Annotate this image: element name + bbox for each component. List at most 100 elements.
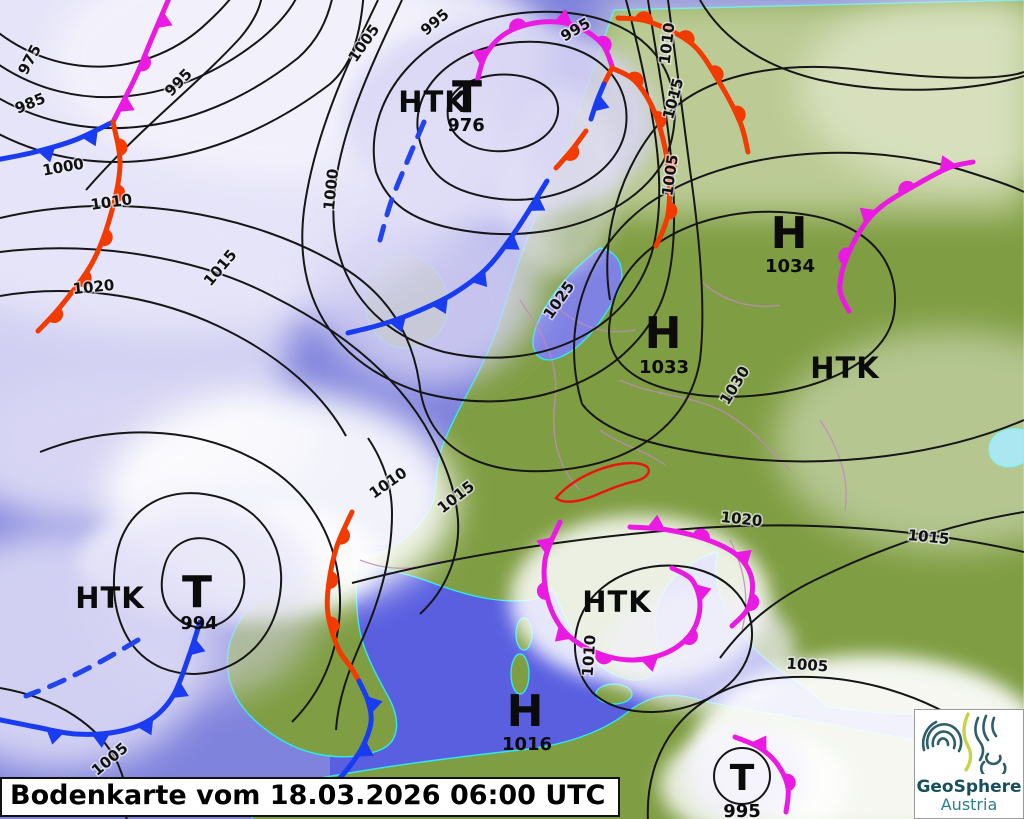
warm-front-semicircle (77, 270, 92, 288)
occluded-front-triangle (939, 155, 957, 172)
isobar-line (573, 151, 1024, 405)
fronts (0, 0, 976, 815)
warm-front-semicircle (564, 145, 580, 161)
warm-front-semicircle (678, 30, 695, 45)
isobar-line (719, 511, 1024, 659)
cold-front-iberia (336, 678, 374, 782)
occluded-front-triangle (859, 207, 877, 224)
isobar-line (646, 675, 981, 819)
occluded-front-semicircle (747, 593, 760, 611)
isobar-line (573, 564, 753, 713)
isobar-line (0, 0, 365, 163)
map-title: Bodenkarte vom 18.03.2026 06:00 UTC (10, 780, 606, 811)
cold-front-northsea (345, 178, 550, 336)
cold-front-nw (0, 119, 116, 162)
cold-front-triangle (388, 316, 406, 333)
cold-front-triangle (593, 94, 610, 112)
warm-front-semicircle (667, 201, 678, 220)
occluded-front-adriatic (627, 524, 756, 629)
pressure-center-t: T (182, 567, 212, 618)
isobar-value-label: 1020 (720, 508, 763, 530)
cold-front-southwest (0, 619, 203, 737)
cold-front-triangle (137, 718, 154, 736)
pressure-center-h: H (507, 686, 544, 737)
warm-front-ne (615, 15, 751, 155)
isobar-line (416, 40, 628, 201)
htk-label: HTK (75, 581, 145, 615)
warm-front-semicircle (666, 155, 677, 174)
isobar-line (39, 431, 341, 723)
occluded-front-triangle (735, 549, 752, 566)
isobar-line (0, 0, 333, 130)
warm-front-semicircle (328, 570, 339, 589)
occluded-front-semicircle (838, 247, 851, 265)
warm-front-semicircle (328, 616, 340, 635)
isobar-line (446, 73, 560, 153)
isobar-line (581, 403, 1024, 463)
pressure-center-value: 976 (447, 115, 485, 136)
pressure-center-value: 994 (180, 613, 218, 634)
cold-front-triangle (431, 297, 448, 314)
isobar-line (351, 524, 1024, 584)
occluded-front-semicircle (683, 629, 698, 646)
occluded-front-south (732, 734, 791, 815)
isobar-line (607, 210, 896, 398)
austria-outline (554, 461, 650, 503)
trough-line-central (377, 119, 427, 243)
warm-front-w (35, 119, 123, 334)
baltic-sea (532, 247, 623, 361)
occluded-front-triangle (554, 625, 572, 642)
trough-line-southwest (23, 637, 141, 699)
logo-text-austria: Austria (940, 795, 998, 814)
occluded-front-triangle (695, 584, 712, 602)
pressure-center-value: 1033 (639, 357, 689, 378)
warm-front-semicircle (114, 184, 126, 203)
isobar-line (0, 247, 460, 615)
isobar-value-label: 1010 (579, 634, 600, 677)
occluded-front-italy (541, 519, 703, 663)
isobar-line (699, 0, 1024, 91)
occluded-front-central (474, 19, 615, 85)
htk-label: HTK (810, 351, 880, 385)
cold-front-triangle (172, 681, 189, 698)
occluded-front-east (837, 159, 976, 314)
cold-front-triangle (503, 234, 520, 250)
geosphere-logo: GeoSphere Austria (914, 709, 1024, 819)
cold-front-triangle (91, 733, 110, 748)
occluded-front-semicircle (784, 773, 796, 792)
isobar-line (301, 0, 676, 403)
warm-front-iberia (324, 509, 362, 684)
map-title-bar: Bodenkarte vom 18.03.2026 06:00 UTC (0, 777, 620, 817)
isobar-line (606, 65, 1024, 301)
isobar-line (0, 290, 347, 437)
warm-front-semicircle (100, 228, 113, 247)
occluded-front-semicircle (509, 18, 527, 31)
warm-front-semicircle (628, 71, 644, 87)
occluded-front-semicircle (597, 35, 612, 52)
pressure-center-h: H (645, 308, 682, 359)
cold-front-triangle (46, 729, 64, 745)
occluded-front-triangle (471, 49, 489, 66)
occluded-front-semicircle (692, 528, 710, 541)
occluded-front-semicircle (536, 582, 548, 600)
isobar-line (335, 437, 394, 731)
isobar-line (713, 747, 772, 805)
occluded-front-triangle (751, 735, 767, 753)
occluded-front-semicircle (898, 180, 916, 195)
htk-label: HTK (582, 585, 652, 619)
occluded-front-semicircle (595, 652, 613, 665)
pressure-center-value: 1016 (502, 734, 552, 755)
isobar-line (372, 10, 676, 236)
cold-front-triangle (81, 129, 98, 147)
pressure-center-h: H (771, 208, 808, 259)
cold-front-triangle (471, 270, 488, 287)
warm-front-semicircle (709, 65, 724, 83)
cold-front-triangle (528, 195, 546, 211)
pressure-center-t: T (730, 758, 755, 799)
isobar-line (112, 492, 283, 675)
occluded-front-semicircle (138, 54, 152, 72)
